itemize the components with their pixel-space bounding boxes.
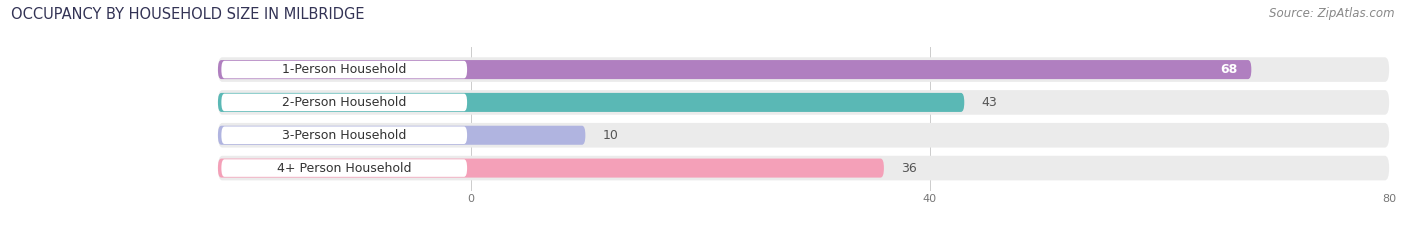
FancyBboxPatch shape <box>221 159 467 177</box>
Text: 4+ Person Household: 4+ Person Household <box>277 161 412 175</box>
FancyBboxPatch shape <box>221 61 467 78</box>
FancyBboxPatch shape <box>218 123 1389 147</box>
Text: 36: 36 <box>901 161 917 175</box>
Text: 3-Person Household: 3-Person Household <box>283 129 406 142</box>
Text: 2-Person Household: 2-Person Household <box>283 96 406 109</box>
Text: Source: ZipAtlas.com: Source: ZipAtlas.com <box>1270 7 1395 20</box>
FancyBboxPatch shape <box>221 94 467 111</box>
Text: 43: 43 <box>981 96 997 109</box>
Text: 10: 10 <box>603 129 619 142</box>
Text: 68: 68 <box>1220 63 1237 76</box>
Text: OCCUPANCY BY HOUSEHOLD SIZE IN MILBRIDGE: OCCUPANCY BY HOUSEHOLD SIZE IN MILBRIDGE <box>11 7 364 22</box>
FancyBboxPatch shape <box>221 127 467 144</box>
FancyBboxPatch shape <box>218 126 585 145</box>
FancyBboxPatch shape <box>218 159 884 178</box>
FancyBboxPatch shape <box>218 93 965 112</box>
Text: 1-Person Household: 1-Person Household <box>283 63 406 76</box>
FancyBboxPatch shape <box>218 60 1251 79</box>
FancyBboxPatch shape <box>218 156 1389 180</box>
FancyBboxPatch shape <box>218 90 1389 115</box>
FancyBboxPatch shape <box>218 57 1389 82</box>
